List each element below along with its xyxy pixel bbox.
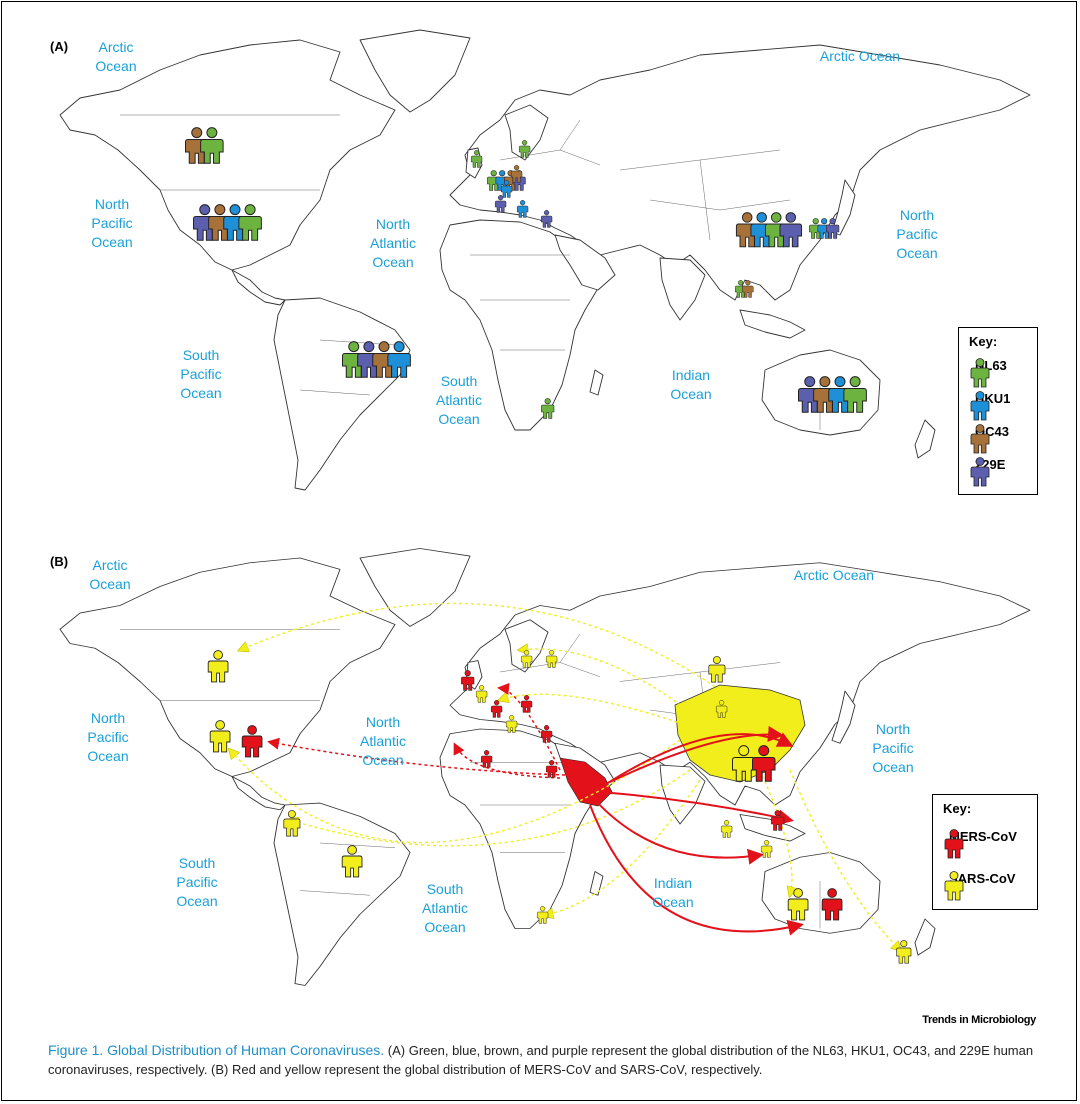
legend-item-oc43: OC43 bbox=[969, 424, 1009, 454]
landmass-japan bbox=[831, 690, 856, 744]
mers-spread-arrow bbox=[599, 791, 794, 826]
landmass-southAmerica bbox=[273, 802, 411, 986]
mers-spread-arrow bbox=[453, 742, 561, 779]
landmass-madagascar bbox=[589, 369, 604, 396]
publisher-name: Trends in Microbiology bbox=[922, 1014, 1036, 1026]
caption-text: (A) Green, blue, brown, and purple repre… bbox=[48, 1043, 1034, 1077]
legend-item-label: SARS-CoV bbox=[949, 871, 1016, 886]
panel-a-label: (A) bbox=[50, 39, 69, 54]
figure-caption: Figure 1. Global Distribution of Human C… bbox=[48, 1041, 1048, 1079]
landmass-southAmerica bbox=[273, 297, 411, 491]
ocean-label: Arctic Ocean bbox=[819, 48, 901, 64]
person-icon bbox=[970, 424, 990, 454]
sars-spread-arrow bbox=[240, 602, 721, 691]
person-icon bbox=[944, 871, 964, 901]
ocean-label: South Pacific Ocean bbox=[176, 855, 218, 909]
sars-spread-arrow bbox=[500, 694, 701, 731]
landmass-india bbox=[659, 257, 706, 321]
ocean-label: South Pacific Ocean bbox=[180, 347, 222, 401]
panel-b: (B) Arctic Ocean Arctic Ocean North Paci… bbox=[0, 520, 1080, 1010]
sars-spread-arrow bbox=[759, 769, 792, 895]
landmass-newZealand bbox=[914, 918, 936, 956]
person-sars-icon bbox=[896, 940, 912, 964]
country-border bbox=[559, 119, 581, 151]
mers-spread-arrow bbox=[267, 737, 566, 776]
ocean-label: South Atlantic Ocean bbox=[436, 373, 482, 427]
legend-b: Key: MERS-CoV SARS-CoV bbox=[932, 794, 1038, 910]
landmass-newZealand bbox=[914, 419, 936, 459]
landmass-scandinavia bbox=[504, 104, 549, 161]
sars-spread-arrow bbox=[230, 739, 681, 844]
sars-spread-arrow bbox=[520, 649, 701, 721]
person-icon bbox=[944, 829, 964, 859]
world-map-a bbox=[59, 29, 1031, 491]
continents bbox=[59, 29, 1031, 491]
mers-spread-arrow bbox=[589, 804, 804, 936]
legend-item-nl63: NL63 bbox=[969, 358, 1007, 388]
landmass-greenland bbox=[359, 29, 471, 113]
country-border bbox=[299, 890, 371, 896]
panel-b-label: (B) bbox=[50, 554, 69, 569]
ocean-label: North Pacific Ocean bbox=[91, 196, 133, 250]
landmass-madagascar bbox=[589, 871, 604, 896]
person-icon bbox=[970, 391, 990, 421]
ocean-label: Indian Ocean bbox=[652, 875, 694, 910]
country-saudi-arabia-highlight bbox=[559, 757, 613, 807]
legend-item-label: MERS-CoV bbox=[949, 829, 1017, 844]
legend-item-sars: SARS-CoV bbox=[943, 871, 1016, 901]
sars-spread-arrow bbox=[545, 779, 701, 915]
country-border bbox=[699, 159, 711, 241]
ocean-label: North Pacific Ocean bbox=[87, 710, 129, 764]
ocean-label: North Pacific Ocean bbox=[872, 721, 914, 775]
legend-item-229e: 229E bbox=[969, 457, 1005, 487]
panel-a: (A) Arctic Ocean Arctic Ocean North Paci… bbox=[0, 0, 1080, 520]
ocean-label: Arctic Ocean bbox=[793, 567, 875, 583]
country-border bbox=[299, 389, 371, 396]
country-border bbox=[649, 199, 791, 211]
person-icon bbox=[970, 358, 990, 388]
country-border bbox=[619, 662, 781, 682]
landmass-northAmerica bbox=[59, 39, 396, 271]
landmass-australia bbox=[761, 852, 881, 934]
person-sars-icon bbox=[720, 820, 733, 838]
ocean-label: North Atlantic Ocean bbox=[360, 714, 406, 768]
landmass-seAsiaIslands bbox=[739, 309, 806, 339]
landmass-centralAmerica bbox=[231, 269, 286, 306]
legend-item-mers: MERS-CoV bbox=[943, 829, 1017, 859]
country-border bbox=[559, 633, 581, 663]
sars-spread-arrow bbox=[290, 769, 691, 847]
person-oc43-icon bbox=[742, 280, 754, 298]
ocean-label: North Atlantic Ocean bbox=[370, 216, 416, 270]
mers-spread-arrow bbox=[609, 726, 784, 783]
mers-spread-arrow bbox=[497, 682, 561, 771]
country-border bbox=[319, 842, 396, 848]
ocean-label: Arctic Ocean bbox=[89, 557, 131, 592]
landmass-greenland bbox=[359, 548, 471, 627]
legend-item-hku1: HKU1 bbox=[969, 391, 1010, 421]
ocean-label: Indian Ocean bbox=[670, 367, 712, 402]
legend-title: Key: bbox=[943, 801, 972, 816]
mers-spread-arrow bbox=[594, 799, 764, 865]
ocean-label: Arctic Ocean bbox=[95, 39, 137, 74]
sars-spread-arrow bbox=[789, 769, 900, 950]
ocean-label: North Pacific Ocean bbox=[896, 207, 938, 261]
landmass-india bbox=[659, 764, 706, 825]
legend-a: Key: NL63 HKU1 OC43 229E bbox=[958, 327, 1038, 495]
person-sars-icon bbox=[760, 840, 773, 858]
caption-title: Figure 1. Global Distribution of Human C… bbox=[48, 1042, 385, 1058]
person-icon bbox=[970, 457, 990, 487]
world-map-b bbox=[59, 548, 1031, 986]
landmass-centralAmerica bbox=[231, 776, 286, 811]
legend-title: Key: bbox=[969, 334, 998, 349]
ocean-label: South Atlantic Ocean bbox=[422, 881, 468, 935]
